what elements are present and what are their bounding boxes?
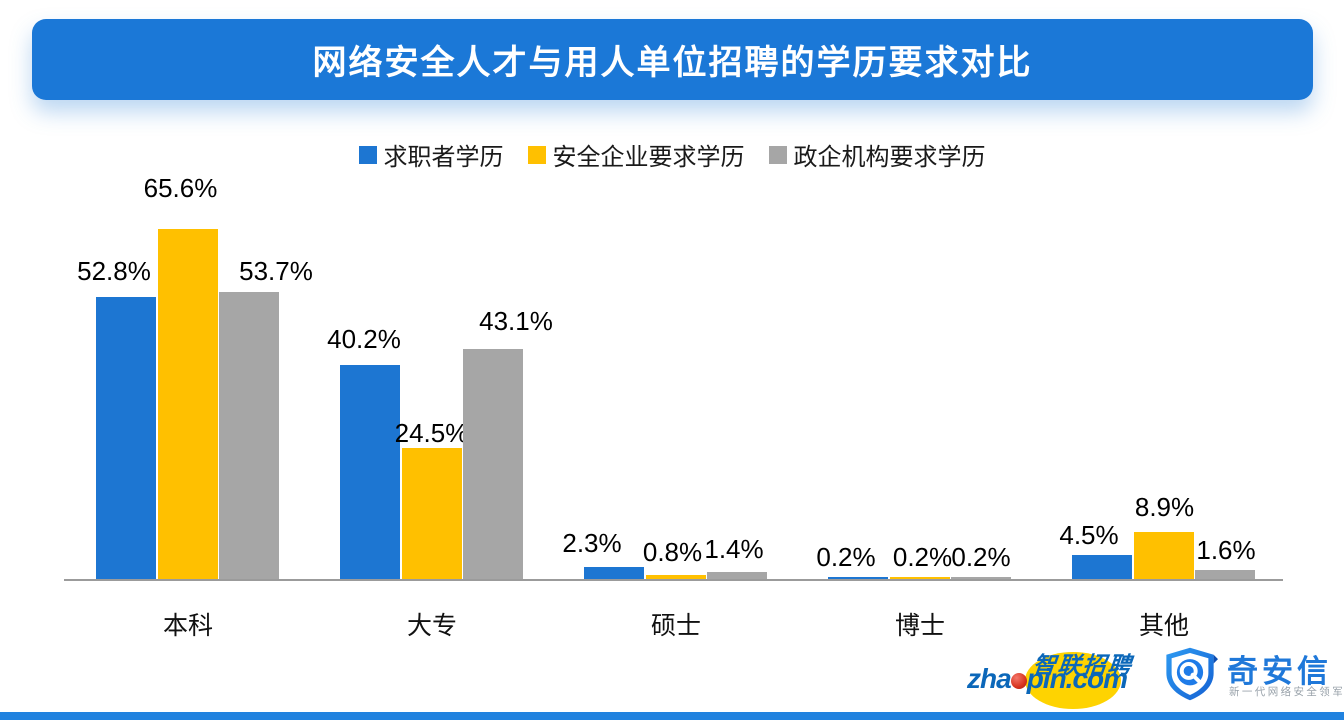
value-label: 52.8% [77, 256, 151, 286]
qianxin-tagline: 新一代网络安全领军者 [1229, 686, 1344, 698]
bar-本科-s1 [157, 229, 218, 579]
value-label: 0.2% [816, 542, 876, 572]
value-label: 53.7% [239, 256, 313, 286]
legend-swatch-icon [358, 145, 377, 164]
bar-硕士-s0 [584, 567, 644, 579]
value-label: 43.1% [479, 306, 553, 336]
value-label: 24.5% [394, 418, 469, 448]
category-label: 博士 [894, 612, 946, 640]
legend-label: 安全企业要求学历 [552, 144, 745, 171]
value-label: 0.2% [951, 542, 1011, 572]
value-label: 2.3% [562, 528, 622, 558]
bottom-blue-strip-decoration [0, 712, 1344, 720]
value-label: 0.8% [642, 537, 703, 567]
bar-博士-s2 [951, 577, 1011, 579]
legend-item: 政企机构要求学历 [768, 137, 986, 172]
value-label: 65.6% [143, 173, 218, 203]
value-label: 4.5% [1059, 520, 1119, 550]
bar-博士-s0 [828, 577, 888, 579]
legend-item: 安全企业要求学历 [527, 137, 745, 172]
bar-其他-s0 [1072, 555, 1132, 579]
bar-大专-s2 [463, 349, 523, 579]
chart-title-banner: 网络安全人才与用人单位招聘的学历要求对比 [32, 19, 1313, 100]
bar-博士-s1 [889, 577, 950, 579]
value-label: 1.4% [704, 534, 764, 564]
zhaopin-yellow-circle-decoration [1025, 652, 1121, 709]
zhaopin-red-dot-icon [1010, 673, 1027, 689]
value-label: 0.2% [892, 542, 953, 572]
legend-label: 求职者学历 [383, 144, 504, 171]
x-axis-line [64, 579, 1283, 581]
value-label: 40.2% [327, 324, 401, 354]
value-label: 8.9% [1134, 492, 1195, 522]
legend-label: 政企机构要求学历 [793, 144, 986, 171]
chart-legend: 求职者学历 安全企业要求学历 政企机构要求学历 [0, 137, 1344, 172]
category-label: 大专 [406, 612, 458, 640]
bar-大专-s1 [401, 448, 462, 579]
zhaopin-domain-suffix: pin.com [1026, 663, 1128, 694]
zhaopin-domain-prefix: zha [967, 663, 1012, 694]
value-label: 1.6% [1196, 535, 1256, 565]
bar-其他-s1 [1133, 532, 1194, 579]
qianxin-shield-icon [1166, 647, 1218, 701]
qianxin-name: 奇安信 [1227, 654, 1332, 689]
bar-其他-s2 [1195, 570, 1255, 579]
category-label: 硕士 [650, 612, 702, 640]
bar-大专-s0 [340, 365, 400, 579]
category-label: 本科 [162, 612, 214, 640]
legend-swatch-icon [527, 145, 546, 164]
legend-item: 求职者学历 [358, 137, 504, 172]
legend-swatch-icon [768, 145, 787, 164]
bar-硕士-s1 [645, 575, 706, 579]
bar-本科-s0 [96, 297, 156, 579]
zhaopin-domain-wordmark: zha pin.com [967, 663, 1128, 695]
bar-硕士-s2 [707, 572, 767, 579]
chart-title: 网络安全人才与用人单位招聘的学历要求对比 [312, 44, 1033, 82]
bar-本科-s2 [219, 292, 279, 579]
category-label: 其他 [1138, 612, 1190, 640]
